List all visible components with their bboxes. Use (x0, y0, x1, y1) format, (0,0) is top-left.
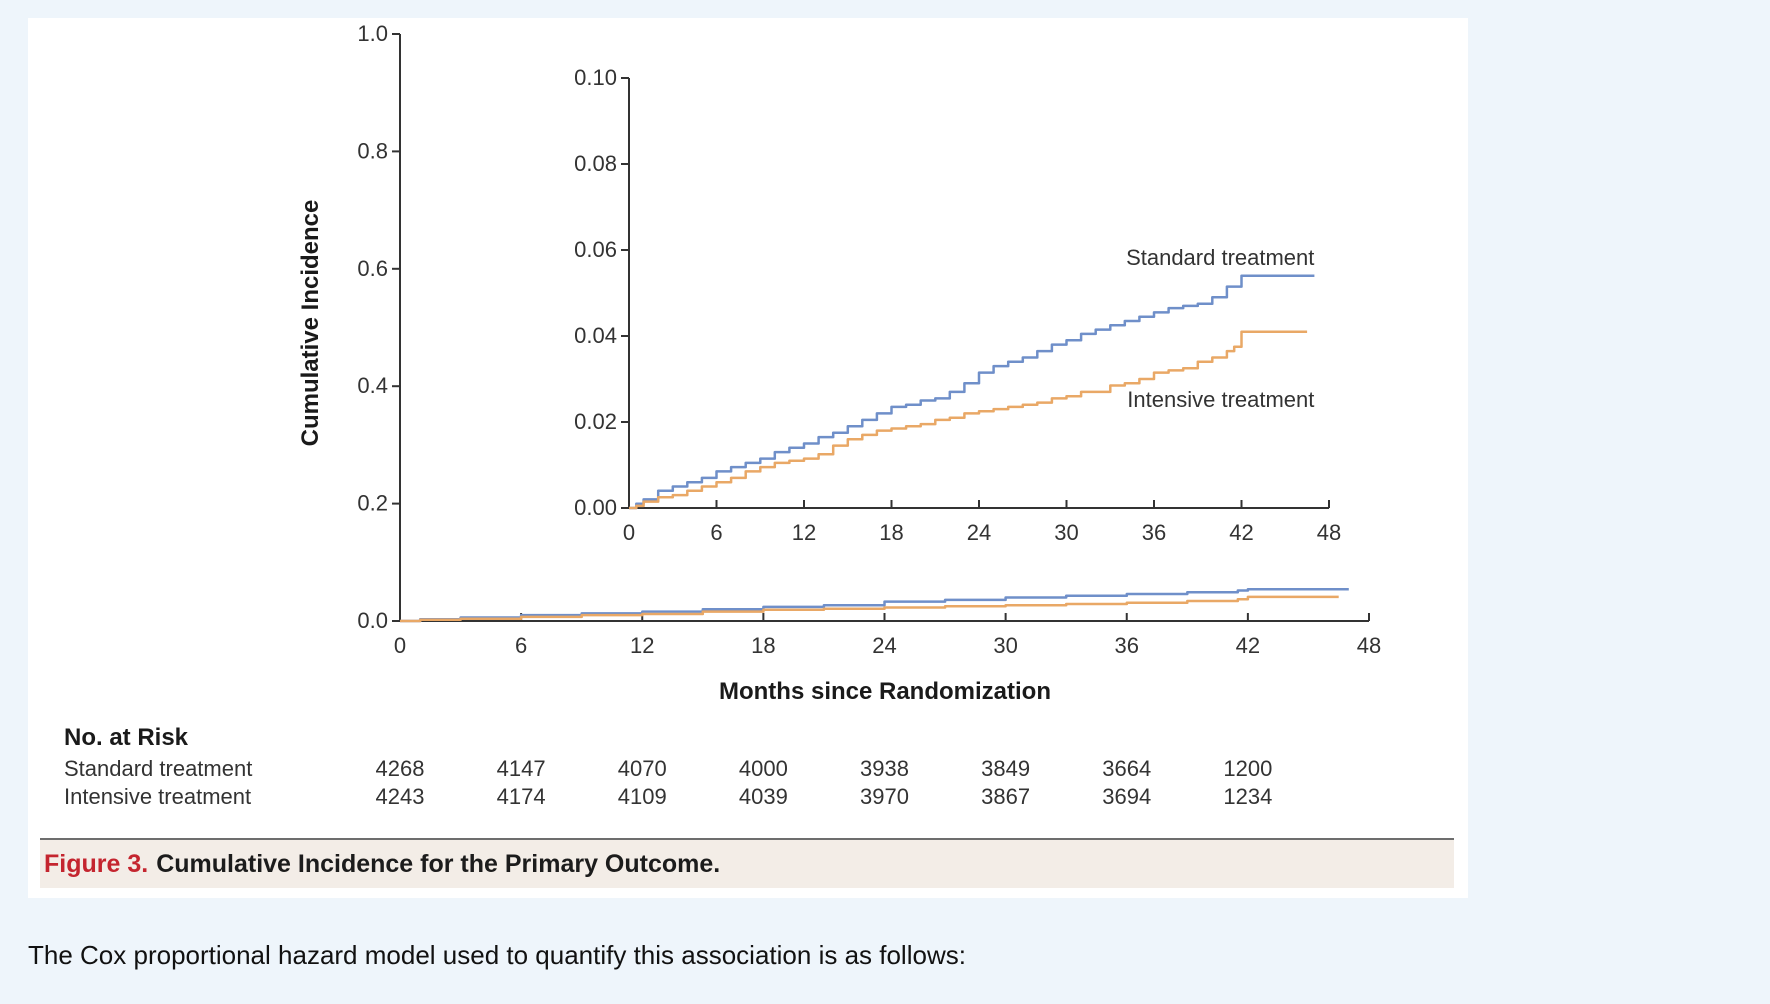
risk-value: 3867 (981, 784, 1031, 809)
inset-x-tick-label: 30 (1054, 520, 1078, 545)
risk-value: 3970 (860, 784, 909, 809)
figure-card: 0.0 0.2 0.4 0.6 0.8 1.0 0 6 12 18 24 30 36 42 48 Months… (28, 18, 1468, 898)
inset-x-tick-label: 0 (623, 520, 635, 545)
body-paragraph: The Cox proportional hazard model used t… (28, 940, 966, 970)
risk-value: 4000 (738, 756, 788, 781)
risk-value: 4268 (375, 756, 425, 781)
inset-x-tick-label: 12 (792, 520, 816, 545)
inset-x-tick-label: 18 (879, 520, 903, 545)
risk-value: 4174 (496, 784, 546, 809)
main-plot: 0.0 0.2 0.4 0.6 0.8 1.0 0 6 12 18 24 30 36 42 48 Months… (297, 21, 1381, 705)
main-intensive-treatment-line (400, 595, 1339, 623)
risk-value: 4243 (375, 784, 425, 809)
main-y-tick-label: 0.6 (357, 256, 388, 281)
risk-value: 1234 (1223, 784, 1273, 809)
inset-x-tick-label: 6 (710, 520, 722, 545)
main-y-tick-label: 1.0 (357, 21, 388, 46)
main-x-tick-label: 42 (1236, 633, 1260, 658)
risk-row-label: Standard treatment (64, 756, 253, 781)
inset-y-tick-label: 0.10 (574, 65, 617, 90)
figure-title: Cumulative Incidence for the Primary Out… (156, 849, 721, 878)
main-y-tick-label: 0.4 (357, 373, 388, 398)
risk-value: 4109 (617, 784, 667, 809)
inset-y-tick-label: 0.00 (574, 495, 617, 520)
risk-value: 4147 (496, 756, 546, 781)
risk-table-title: No. at Risk (64, 724, 189, 751)
inset-y-tick-label: 0.02 (574, 409, 617, 434)
risk-row-label: Intensive treatment (64, 784, 252, 809)
inset-x-tick-label: 36 (1142, 520, 1166, 545)
inset-plot: 0.00 0.02 0.04 0.06 0.08 0.10 0 6 12 18 24 30 36 42 48… (574, 65, 1341, 545)
risk-value: 4070 (617, 756, 667, 781)
main-y-tick-label: 0.8 (357, 138, 388, 163)
intensive-treatment-label: Intensive treatment (1127, 387, 1314, 412)
figure-number: Figure 3. (44, 849, 149, 878)
inset-standard-treatment-line (629, 274, 1315, 510)
risk-value: 3849 (981, 756, 1031, 781)
main-y-tick-label: 0.2 (357, 491, 388, 516)
main-x-tick-label: 6 (515, 633, 527, 658)
figure-caption: Figure 3. Cumulative Incidence for the P… (40, 838, 1454, 888)
inset-x-tick-label: 48 (1317, 520, 1341, 545)
inset-x-tick-label: 42 (1229, 520, 1253, 545)
main-x-tick-label: 0 (394, 633, 406, 658)
risk-value: 3694 (1102, 784, 1152, 809)
main-x-tick-label: 24 (872, 633, 896, 658)
main-x-tick-label: 18 (751, 633, 775, 658)
inset-y-tick-label: 0.06 (574, 237, 617, 262)
risk-value: 1200 (1223, 756, 1273, 781)
y-axis-title: Cumulative Incidence (297, 200, 324, 447)
inset-y-tick-label: 0.04 (574, 323, 617, 348)
main-x-tick-label: 48 (1357, 633, 1381, 658)
main-x-tick-label: 30 (993, 633, 1017, 658)
inset-intensive-treatment-line (629, 330, 1308, 510)
main-x-tick-label: 36 (1115, 633, 1139, 658)
inset-x-tick-label: 24 (967, 520, 991, 545)
risk-value: 4039 (738, 784, 788, 809)
risk-value: 3664 (1102, 756, 1152, 781)
standard-treatment-label: Standard treatment (1126, 245, 1314, 270)
main-y-tick-label: 0.0 (357, 608, 388, 633)
chart-svg: 0.0 0.2 0.4 0.6 0.8 1.0 0 6 12 18 24 30 36 42 48 Months… (297, 21, 1381, 705)
risk-value: 3938 (860, 756, 909, 781)
main-x-tick-label: 12 (630, 633, 654, 658)
inset-y-tick-label: 0.08 (574, 151, 617, 176)
x-axis-title: Months since Randomization (719, 678, 1051, 705)
